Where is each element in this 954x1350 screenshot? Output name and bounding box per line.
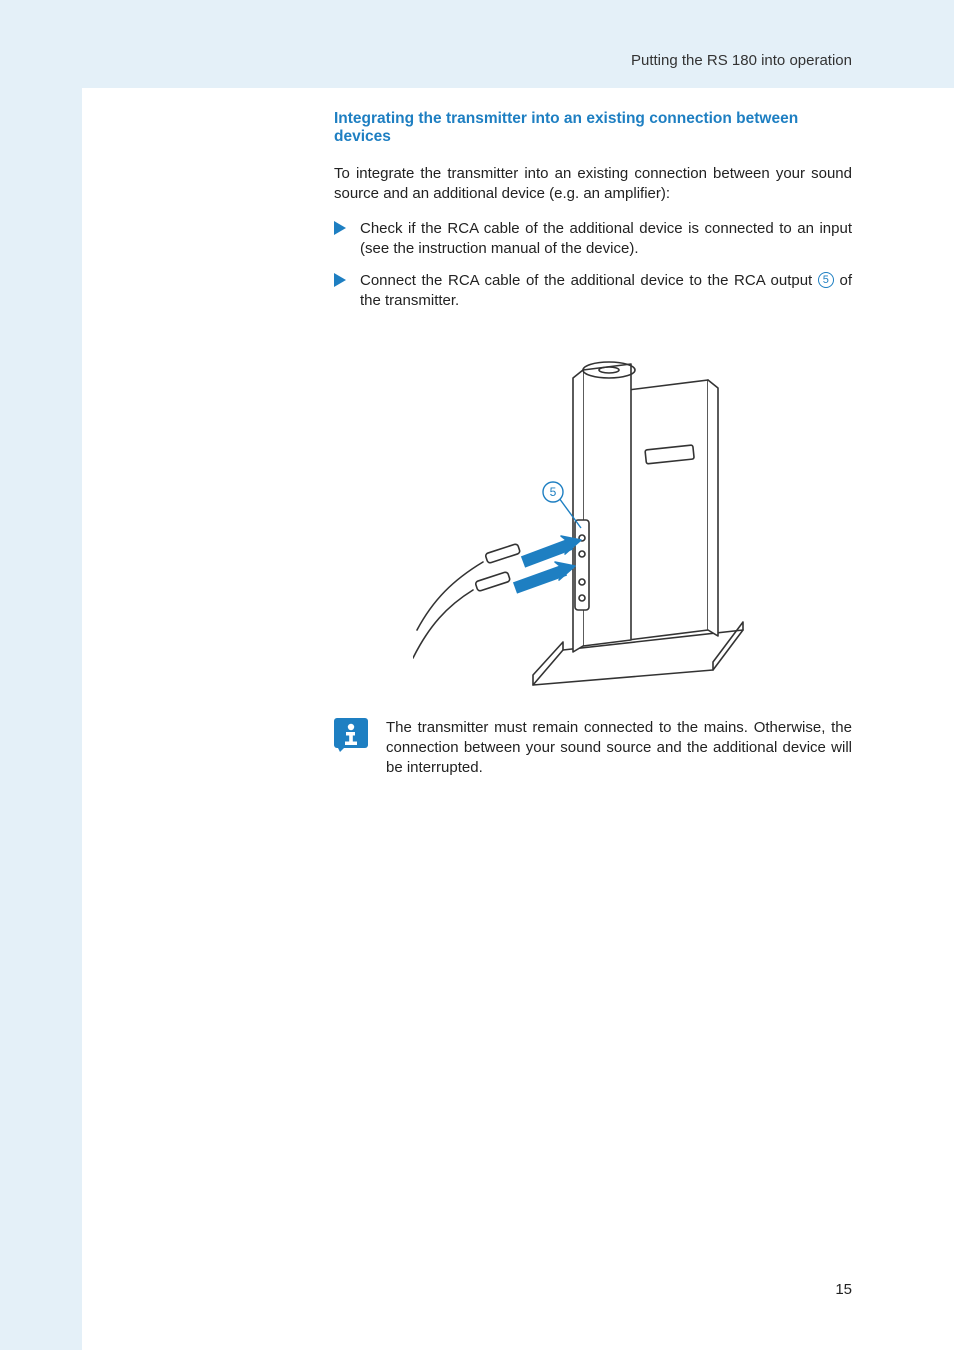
note-text: The transmitter must remain connected to… <box>386 718 852 779</box>
info-icon <box>334 718 368 752</box>
list-item: Check if the RCA cable of the additional… <box>334 219 852 260</box>
page-number: 15 <box>835 1281 852 1298</box>
triangle-bullet-icon <box>334 221 346 235</box>
running-header: Putting the RS 180 into operation <box>631 52 852 69</box>
triangle-bullet-icon <box>334 273 346 287</box>
callout-ref-icon: 5 <box>818 272 834 288</box>
step-text: Connect the RCA cable of the additional … <box>360 272 818 289</box>
step-list: Check if the RCA cable of the additional… <box>334 219 852 312</box>
left-band <box>0 0 82 1350</box>
transmitter-svg: 5 <box>413 330 773 690</box>
list-item: Connect the RCA cable of the additional … <box>334 271 852 312</box>
top-band <box>0 0 954 88</box>
section-title: Integrating the transmitter into an exis… <box>334 110 852 146</box>
transmitter-figure: 5 <box>334 330 852 690</box>
step-text: Check if the RCA cable of the additional… <box>360 220 852 257</box>
figure-callout-number: 5 <box>550 485 557 499</box>
page: Putting the RS 180 into operation Integr… <box>0 0 954 1350</box>
content-column: Integrating the transmitter into an exis… <box>334 110 852 778</box>
info-note: The transmitter must remain connected to… <box>334 718 852 779</box>
intro-paragraph: To integrate the transmitter into an exi… <box>334 164 852 205</box>
